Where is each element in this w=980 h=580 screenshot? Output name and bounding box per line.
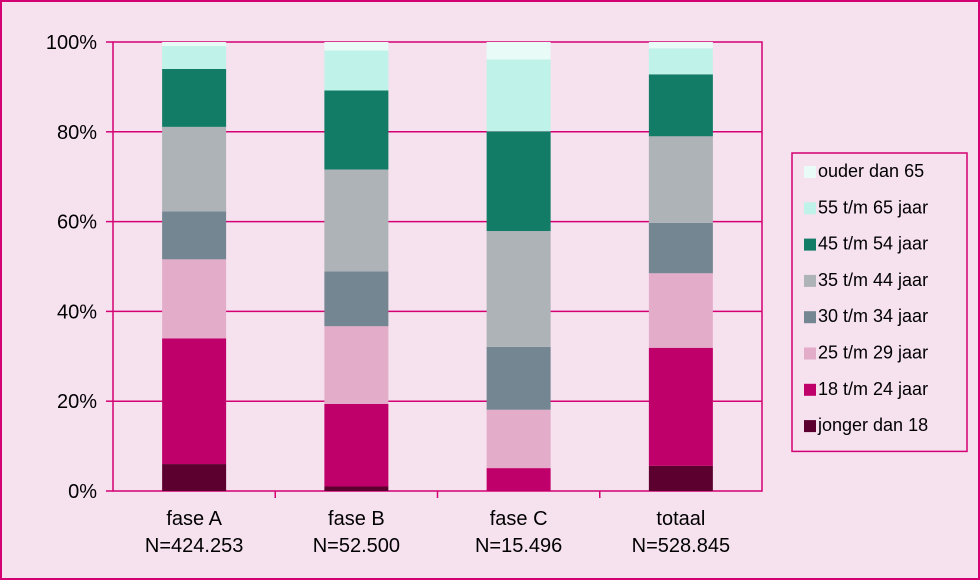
x-category-label: totaal xyxy=(656,508,705,530)
bar-segment xyxy=(162,338,227,465)
legend-swatch xyxy=(804,347,816,360)
x-category-label: N=528.845 xyxy=(632,535,730,557)
bar-segment xyxy=(486,346,551,410)
legend-label: ouder dan 65 xyxy=(818,161,924,181)
y-tick-label: 80% xyxy=(57,122,97,144)
y-tick-label: 40% xyxy=(57,301,97,323)
legend-label: jonger dan 18 xyxy=(817,415,928,435)
legend-label: 18 t/m 24 jaar xyxy=(818,379,928,399)
bar-segment xyxy=(324,403,389,487)
bar-segment xyxy=(324,169,389,272)
x-category-label: fase A xyxy=(166,508,222,530)
y-tick-label: 20% xyxy=(57,391,97,413)
y-tick-label: 0% xyxy=(68,481,97,503)
bar-segment xyxy=(648,465,713,491)
bar-segment xyxy=(648,48,713,75)
bar-segment xyxy=(324,326,389,404)
bar-segment xyxy=(486,231,551,347)
bar-segment xyxy=(324,271,389,327)
bar-segment xyxy=(486,42,551,60)
bar-segment xyxy=(648,347,713,466)
bar-segment xyxy=(162,464,227,491)
bar-segment xyxy=(162,46,227,69)
bar-segment xyxy=(648,222,713,274)
legend-swatch xyxy=(804,383,816,396)
bar-segment xyxy=(162,68,227,127)
y-tick-label: 60% xyxy=(57,212,97,234)
bar-segment xyxy=(648,273,713,348)
legend-swatch xyxy=(804,202,816,215)
legend-swatch xyxy=(804,420,816,433)
bar-segment xyxy=(486,468,551,491)
legend-swatch xyxy=(804,238,816,251)
legend-swatch xyxy=(804,166,816,178)
legend-label: 45 t/m 54 jaar xyxy=(818,234,928,254)
legend-label: 30 t/m 34 jaar xyxy=(818,306,928,326)
legend-label: 55 t/m 65 jaar xyxy=(818,197,928,217)
legend-label: 35 t/m 44 jaar xyxy=(818,270,928,290)
bar-segment xyxy=(648,74,713,137)
legend-swatch xyxy=(804,311,816,324)
legend-box xyxy=(791,152,968,453)
x-category-label: N=424.253 xyxy=(145,535,243,557)
bar-segment xyxy=(162,42,227,47)
x-category-label: N=15.496 xyxy=(475,535,562,557)
bar-segment xyxy=(486,131,551,232)
y-tick-label: 100% xyxy=(46,32,97,54)
bar-segment xyxy=(324,42,389,51)
bar-segment xyxy=(324,50,389,91)
bar-segment xyxy=(324,90,389,170)
legend-swatch xyxy=(804,274,816,287)
bar-segment xyxy=(486,409,551,469)
legend-label: 25 t/m 29 jaar xyxy=(818,343,928,363)
x-category-label: fase B xyxy=(328,508,385,530)
bar-segment xyxy=(648,136,713,223)
bar-segment xyxy=(162,259,227,339)
bar-segment xyxy=(324,486,389,491)
x-category-label: N=52.500 xyxy=(313,535,400,557)
bar-segment xyxy=(486,59,551,132)
x-category-label: fase C xyxy=(490,508,548,530)
bar-segment xyxy=(648,42,713,49)
bar-segment xyxy=(162,126,227,212)
bar-segment xyxy=(162,211,227,260)
